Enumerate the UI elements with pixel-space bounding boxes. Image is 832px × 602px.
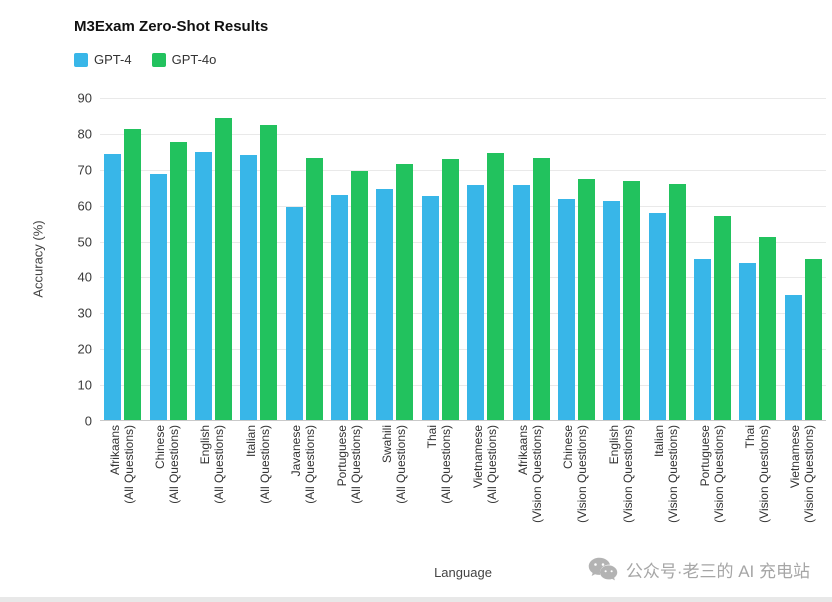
bar-gpt-4-afrikaans-all-questions	[104, 154, 122, 421]
bar-gpt-4o-thai-vision-questions	[759, 236, 777, 421]
watermark: 公众号·老三的 AI 充电站	[588, 556, 810, 582]
bar-gpt-4-javanese-all-questions	[285, 206, 303, 421]
gridline	[100, 205, 826, 207]
bar-gpt-4-chinese-all-questions	[149, 173, 167, 421]
bar-gpt-4-portuguese-all-questions	[331, 194, 349, 421]
y-tick-label: 10	[77, 377, 92, 393]
bar-gpt-4-vietnamese-vision-questions	[784, 295, 802, 421]
bar-gpt-4o-italian-vision-questions	[668, 184, 686, 421]
bar-gpt-4o-english-all-questions	[214, 118, 232, 421]
wechat-icon	[588, 556, 618, 582]
bar-gpt-4o-portuguese-all-questions	[351, 170, 369, 421]
bar-gpt-4o-thai-all-questions	[441, 159, 459, 421]
y-tick-label: 90	[77, 90, 92, 106]
gridline	[100, 241, 826, 243]
chart-title: M3Exam Zero-Shot Results	[74, 18, 269, 35]
legend-label-gpt4: GPT-4	[94, 52, 132, 67]
bar-gpt-4o-english-vision-questions	[623, 180, 641, 421]
bar-gpt-4o-javanese-all-questions	[305, 157, 323, 421]
gridline	[100, 98, 826, 99]
bar-gpt-4-swahili-all-questions	[376, 189, 394, 421]
bar-gpt-4o-swahili-all-questions	[396, 164, 414, 421]
bar-gpt-4o-vietnamese-vision-questions	[804, 259, 822, 421]
legend-swatch-gpt4	[74, 52, 88, 67]
legend-label-gpt4o: GPT-4o	[171, 52, 217, 67]
bar-gpt-4o-chinese-all-questions	[169, 141, 187, 421]
y-tick-label: 60	[77, 198, 92, 214]
legend-swatch-gpt4o	[151, 52, 166, 67]
x-tick-labels: Afrikaans (All Questions) Chinese (All Ques…	[0, 425, 832, 555]
y-tick-label: 0	[84, 413, 92, 429]
bar-gpt-4o-afrikaans-all-questions	[124, 128, 142, 421]
bar-gpt-4-english-all-questions	[194, 151, 212, 421]
watermark-text: 公众号·老三的 AI 充电站	[625, 561, 810, 581]
legend-item-gpt4o[interactable]: GPT-4o	[151, 52, 217, 67]
gridline	[100, 385, 826, 387]
bar-gpt-4-afrikaans-vision-questions	[512, 184, 530, 421]
bar-gpt-4o-afrikaans-vision-questions	[532, 157, 550, 421]
bar-gpt-4-thai-all-questions	[421, 196, 439, 421]
y-tick-label: 70	[77, 162, 92, 178]
y-tick-label: 80	[77, 126, 92, 142]
y-tick-label: 50	[77, 234, 92, 250]
bar-gpt-4-vietnamese-all-questions	[467, 185, 485, 421]
bar-gpt-4o-italian-all-questions	[260, 124, 278, 421]
y-tick-label: 30	[77, 305, 92, 321]
bar-gpt-4-italian-vision-questions	[648, 212, 666, 421]
bar-gpt-4-english-vision-questions	[603, 200, 621, 421]
y-tick-labels: 0 10 20 30 40 50 60 70 80 90	[0, 91, 92, 429]
bar-gpt-4o-portuguese-vision-questions	[714, 216, 732, 421]
gridline	[100, 313, 826, 315]
bar-gpt-4-portuguese-vision-questions	[694, 259, 712, 421]
x-tick-label: Vietnamese (Vision Questions)	[788, 425, 816, 523]
bottom-edge-strip	[0, 597, 832, 602]
bar-gpt-4-thai-vision-questions	[739, 263, 757, 421]
y-tick-label: 40	[77, 269, 92, 285]
gridline	[100, 277, 826, 279]
bar-gpt-4-italian-all-questions	[240, 155, 258, 421]
y-tick-label: 20	[77, 341, 92, 357]
x-axis-title: Language	[434, 565, 492, 580]
bar-gpt-4-chinese-vision-questions	[557, 198, 575, 421]
bar-gpt-4o-chinese-vision-questions	[577, 179, 595, 421]
legend-item-gpt4[interactable]: GPT-4	[74, 52, 132, 67]
gridline	[100, 349, 826, 351]
gridline	[100, 133, 826, 135]
bar-gpt-4o-vietnamese-all-questions	[487, 153, 505, 421]
x-axis-line	[100, 420, 826, 421]
plot-area	[100, 98, 826, 421]
legend: GPT-4 GPT-4o	[74, 52, 216, 67]
gridline	[100, 169, 826, 171]
